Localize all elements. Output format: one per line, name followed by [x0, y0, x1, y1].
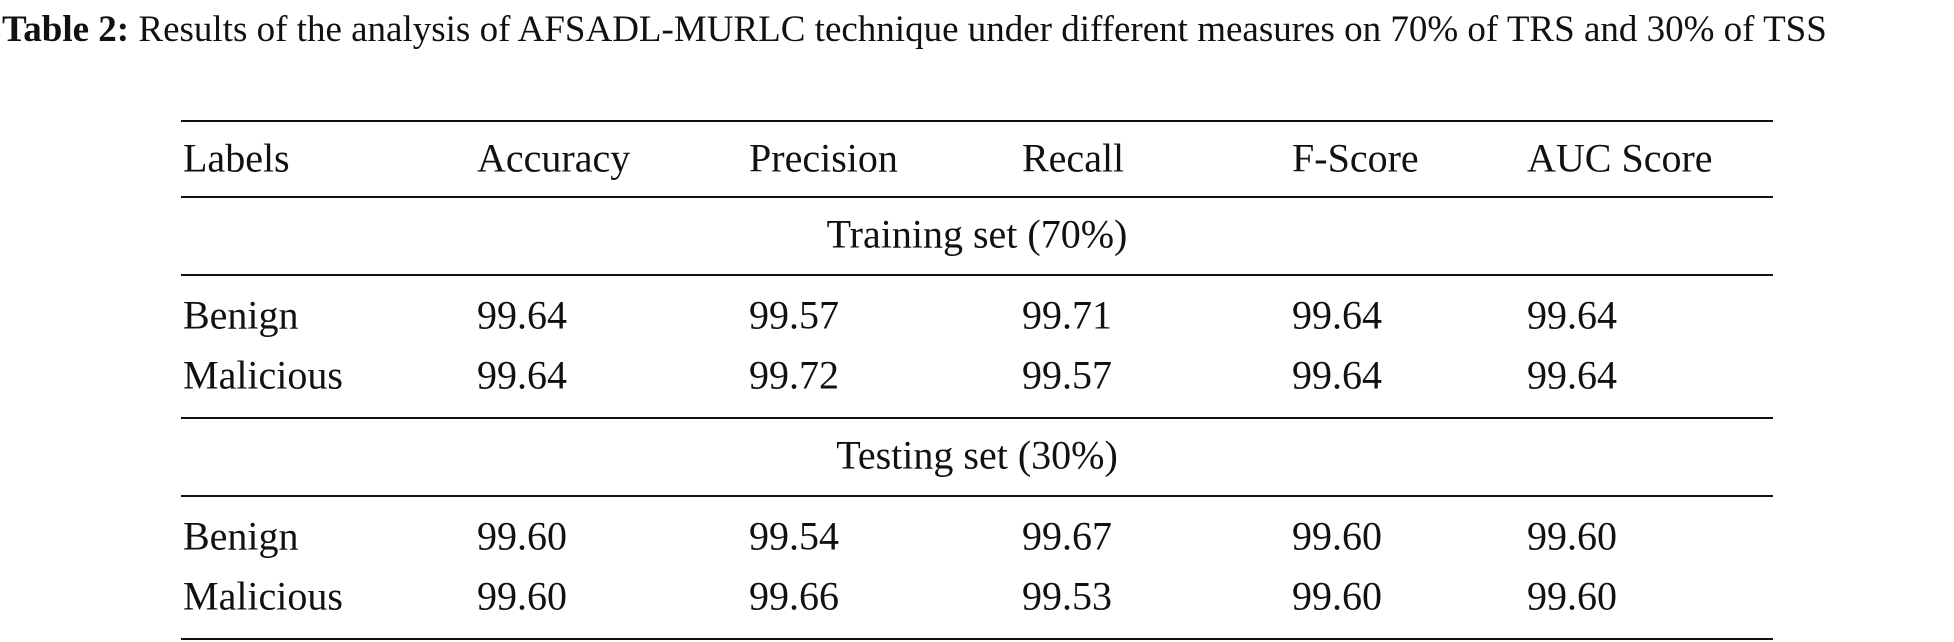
row-label: Benign [183, 292, 299, 338]
data-cell: 99.60 [1527, 573, 1617, 619]
data-cell: 99.60 [1292, 513, 1382, 559]
data-cell: 99.67 [1022, 513, 1112, 559]
table-rule [181, 120, 1773, 122]
header-cell: Precision [749, 135, 898, 181]
data-cell: 99.64 [477, 352, 567, 398]
data-cell: 99.64 [1292, 352, 1382, 398]
data-cell: 99.60 [477, 573, 567, 619]
data-cell: 99.64 [1527, 292, 1617, 338]
table-rule [181, 495, 1773, 497]
data-cell: 99.64 [477, 292, 567, 338]
header-cell: Accuracy [477, 135, 631, 181]
data-cell: 99.57 [749, 292, 839, 338]
data-cell: 99.71 [1022, 292, 1112, 338]
row-label: Malicious [183, 573, 343, 619]
table-caption: Table 2: Results of the analysis of AFSA… [2, 4, 1950, 56]
data-cell: 99.72 [749, 352, 839, 398]
data-cell: 99.60 [1527, 513, 1617, 559]
section-title: Training set (70%) [826, 211, 1128, 257]
section-title: Testing set (30%) [836, 432, 1118, 478]
data-cell: 99.60 [477, 513, 567, 559]
data-cell: 99.66 [749, 573, 839, 619]
header-cell: AUC Score [1527, 135, 1713, 181]
data-cell: 99.54 [749, 513, 839, 559]
row-label: Malicious [183, 352, 343, 398]
header-cell: Labels [183, 135, 290, 181]
table-rule [181, 638, 1773, 640]
table-rule [181, 417, 1773, 419]
table-rule [181, 274, 1773, 276]
table-rule [181, 196, 1773, 198]
header-cell: Recall [1022, 135, 1125, 181]
data-cell: 99.60 [1292, 573, 1382, 619]
row-label: Benign [183, 513, 299, 559]
data-cell: 99.57 [1022, 352, 1112, 398]
caption-label: Table 2: [2, 9, 130, 50]
data-cell: 99.64 [1292, 292, 1382, 338]
caption-text: Results of the analysis of AFSADL-MURLC … [138, 9, 1827, 50]
header-cell: F-Score [1292, 135, 1419, 181]
data-cell: 99.53 [1022, 573, 1112, 619]
data-cell: 99.64 [1527, 352, 1617, 398]
